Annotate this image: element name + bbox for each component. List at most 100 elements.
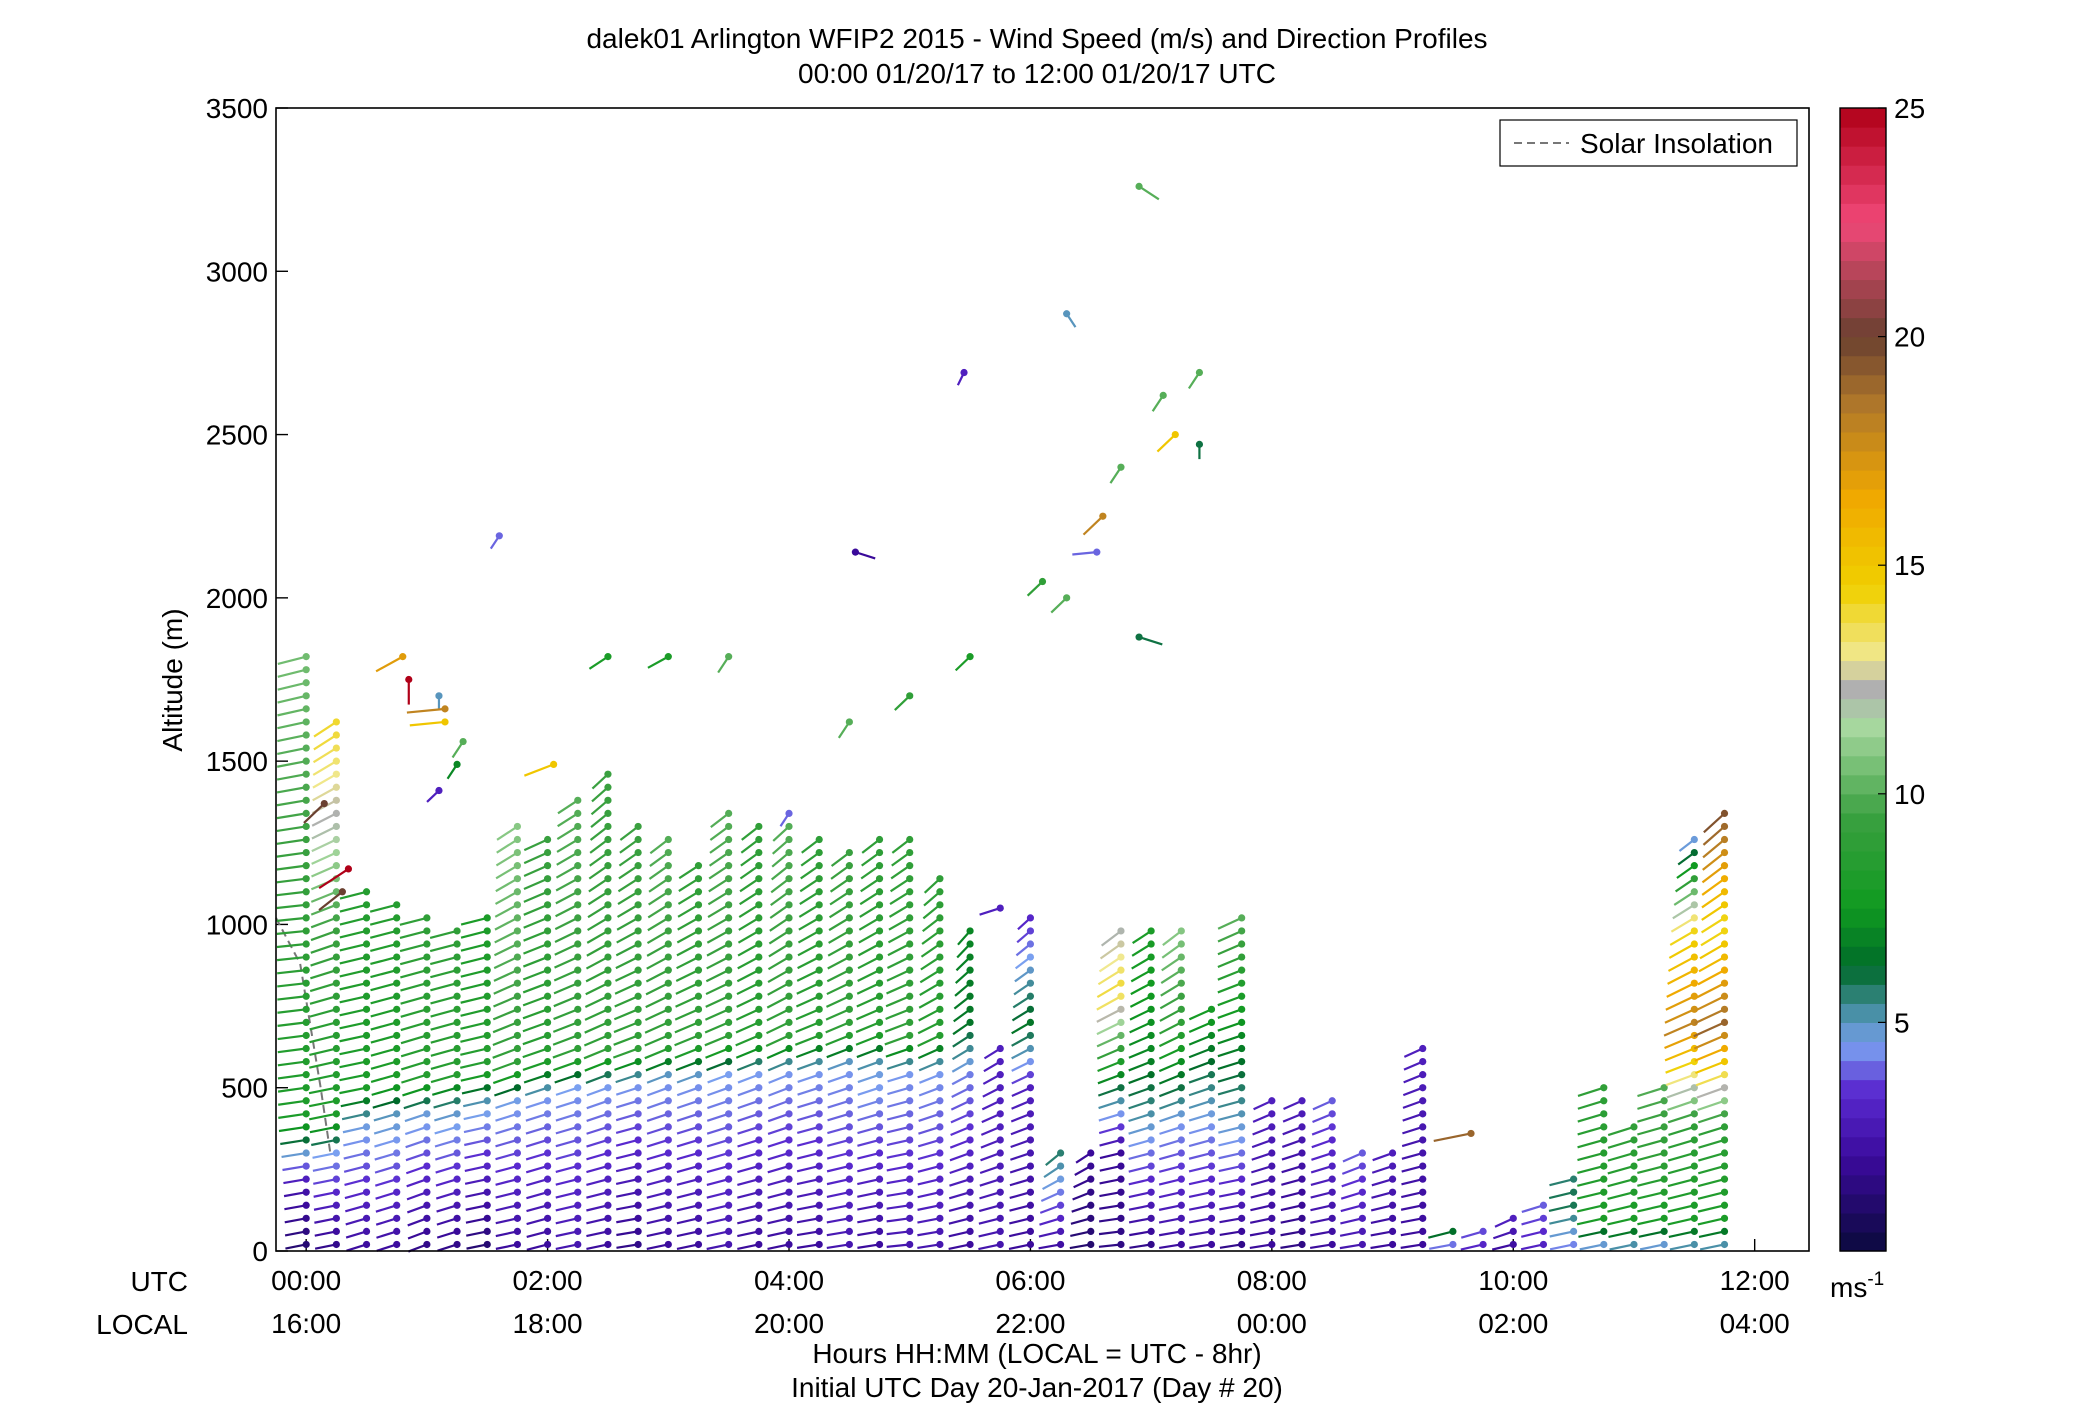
wind-barb-dot — [302, 927, 310, 935]
wind-barb-stem — [523, 877, 549, 890]
wind-barb-dot — [1026, 1031, 1035, 1040]
wind-barb-stem — [1664, 1008, 1695, 1024]
wind-barb-dot — [393, 1057, 401, 1066]
wind-barb-stem — [676, 1138, 699, 1148]
wind-barb-dot — [664, 1005, 672, 1013]
colorbar-segment — [1840, 1193, 1886, 1214]
wind-barb-dot — [875, 862, 884, 870]
wind-barb-stem — [675, 982, 699, 995]
wind-barb-dot — [694, 1005, 703, 1013]
wind-barb-stem — [827, 1099, 850, 1109]
wind-barb-stem — [1491, 1243, 1514, 1251]
wind-barb-dot — [393, 1240, 401, 1249]
wind-barb-stem — [766, 1047, 790, 1060]
wind-barb-stem — [1607, 1151, 1635, 1162]
wind-barb-stem — [494, 903, 518, 918]
wind-barb-isolated-dot — [1093, 548, 1101, 556]
wind-barb-stem — [826, 1165, 850, 1173]
wind-barb-stem — [1250, 1191, 1273, 1199]
wind-barb-dot — [1177, 1005, 1185, 1013]
wind-barb-stem — [644, 1034, 669, 1047]
wind-barb-dot — [755, 1005, 763, 1013]
wind-barb-isolated-dot — [399, 653, 407, 661]
wind-barb-dot — [845, 1149, 853, 1157]
wind-barb-stem — [827, 1125, 850, 1135]
wind-barb-stem — [736, 995, 760, 1008]
wind-barb-dot — [1660, 1227, 1668, 1236]
wind-barb-dot — [966, 1227, 974, 1236]
wind-barb-stem — [738, 916, 760, 931]
wind-barb-dot — [996, 1071, 1004, 1079]
wind-barb-dot — [664, 1057, 672, 1066]
wind-barb-dot — [1660, 1201, 1668, 1209]
wind-barb-dot — [1087, 1240, 1095, 1249]
wind-barb-dot — [332, 783, 340, 791]
wind-barb-dot — [1238, 1057, 1246, 1066]
wind-barb-dot — [332, 1240, 340, 1249]
wind-barb-dot — [1177, 1175, 1185, 1183]
wind-barb-dot — [755, 1044, 763, 1053]
wind-barb-dot — [1690, 1227, 1698, 1236]
wind-barb-dot — [543, 1214, 552, 1222]
wind-barb-stem — [676, 1112, 699, 1122]
wind-barb-stem — [1667, 1099, 1695, 1111]
wind-barb-dot — [1117, 1227, 1125, 1236]
wind-barb-isolated-dot — [1467, 1129, 1475, 1138]
wind-barb-stem — [313, 1204, 337, 1211]
wind-barb-stem — [887, 1086, 911, 1096]
wind-barb-stem — [1188, 1217, 1212, 1224]
wind-barb-stem — [859, 890, 881, 906]
colorbar-frame — [1839, 107, 1887, 1252]
wind-barb-stem — [918, 995, 941, 1009]
wind-barb-stem — [1340, 1204, 1363, 1213]
wind-barb-dot — [423, 1044, 431, 1053]
wind-barb-dot — [634, 1123, 642, 1131]
wind-barb-stem — [430, 1047, 458, 1057]
wind-barb-stem — [433, 1099, 458, 1109]
wind-barb-stem — [276, 916, 307, 922]
wind-barb-dot — [936, 1044, 944, 1053]
wind-barb-stem — [460, 1008, 488, 1017]
wind-barb-stem — [1339, 1243, 1363, 1250]
wind-barb-dot — [1117, 1097, 1125, 1105]
wind-barb-dot — [1660, 1162, 1668, 1170]
wind-barb-isolated-dot — [851, 548, 860, 556]
wind-barb-dot — [1720, 809, 1729, 817]
wind-barb-stem — [404, 1125, 428, 1136]
wind-barb-dot — [996, 1110, 1004, 1118]
wind-barb-stem — [613, 1021, 639, 1034]
wind-barb-dot — [664, 1227, 672, 1236]
wind-barb-stem — [339, 1034, 367, 1043]
wind-barb-stem — [1637, 1204, 1665, 1213]
wind-barb-stem — [767, 982, 790, 996]
wind-barb-stem — [523, 916, 549, 929]
wind-barb-stem — [400, 1021, 428, 1032]
wind-barb-dot — [423, 1201, 431, 1209]
wind-barb-dot — [906, 848, 914, 857]
wind-barb-dot — [513, 1123, 522, 1131]
wind-barb-dot — [1388, 1188, 1397, 1196]
wind-barb-dot — [1177, 1097, 1185, 1105]
wind-barb-dot — [1147, 1044, 1155, 1053]
wind-barb-stem — [795, 1047, 820, 1059]
wind-barb-stem — [1188, 1099, 1212, 1109]
wind-barb-stem — [1128, 1151, 1152, 1161]
wind-barb-dot — [664, 940, 672, 948]
wind-barb-dot — [845, 1214, 853, 1222]
wind-barb-dot — [1268, 1227, 1276, 1236]
wind-barb-stem — [857, 1112, 880, 1122]
wind-barb-dot — [543, 1136, 552, 1144]
wind-barb-stem — [1311, 1151, 1333, 1161]
wind-barb-stem — [1673, 890, 1695, 906]
wind-barb-dot — [785, 940, 793, 948]
wind-barb-dot — [785, 1018, 793, 1026]
wind-barb-dot — [694, 875, 703, 883]
wind-barb-stem — [825, 1008, 850, 1021]
wind-barb-stem — [707, 1073, 730, 1084]
wind-barb-dot — [604, 979, 612, 987]
wind-barb-stem — [276, 851, 307, 858]
wind-barb-dot — [1238, 1188, 1246, 1196]
wind-barb-dot — [1419, 1149, 1427, 1157]
wind-barb-stem — [707, 903, 730, 919]
